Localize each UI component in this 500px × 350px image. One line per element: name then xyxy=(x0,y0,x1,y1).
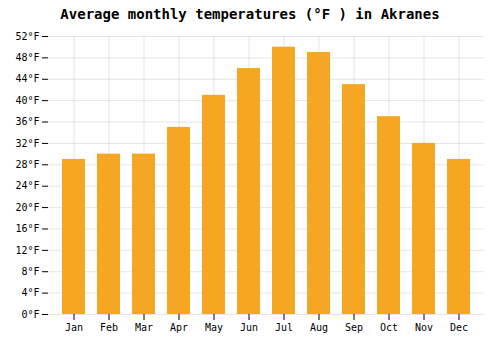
svg-text:28°F: 28°F xyxy=(15,159,39,170)
svg-text:Nov: Nov xyxy=(415,322,433,333)
svg-text:8°F: 8°F xyxy=(21,266,39,277)
svg-text:36°F: 36°F xyxy=(15,116,39,127)
svg-text:Feb: Feb xyxy=(100,322,118,333)
svg-text:0°F: 0°F xyxy=(21,309,39,320)
svg-text:Oct: Oct xyxy=(380,322,398,333)
svg-text:Mar: Mar xyxy=(135,322,153,333)
svg-text:16°F: 16°F xyxy=(15,223,39,234)
svg-text:Jul: Jul xyxy=(275,322,293,333)
svg-text:40°F: 40°F xyxy=(15,95,39,106)
html-text:Average monthly temperatures (: Average monthly temperatures (°F ) in Ak… xyxy=(60,6,440,22)
svg-text:20°F: 20°F xyxy=(15,202,39,213)
svg-text:Aug: Aug xyxy=(310,322,328,333)
svg-text:Apr: Apr xyxy=(170,322,188,333)
svg-text:52°F: 52°F xyxy=(15,31,39,42)
svg-text:32°F: 32°F xyxy=(15,138,39,149)
svg-text:12°F: 12°F xyxy=(15,245,39,256)
svg-text:Sep: Sep xyxy=(345,322,363,333)
svg-text:Jan: Jan xyxy=(65,322,83,333)
svg-text:Dec: Dec xyxy=(450,322,468,333)
svg-text:48°F: 48°F xyxy=(15,52,39,63)
svg-text:24°F: 24°F xyxy=(15,180,39,191)
svg-text:44°F: 44°F xyxy=(15,73,39,84)
svg-text:Jun: Jun xyxy=(240,322,258,333)
svg-text:4°F: 4°F xyxy=(21,287,39,298)
svg-text:May: May xyxy=(205,322,223,333)
